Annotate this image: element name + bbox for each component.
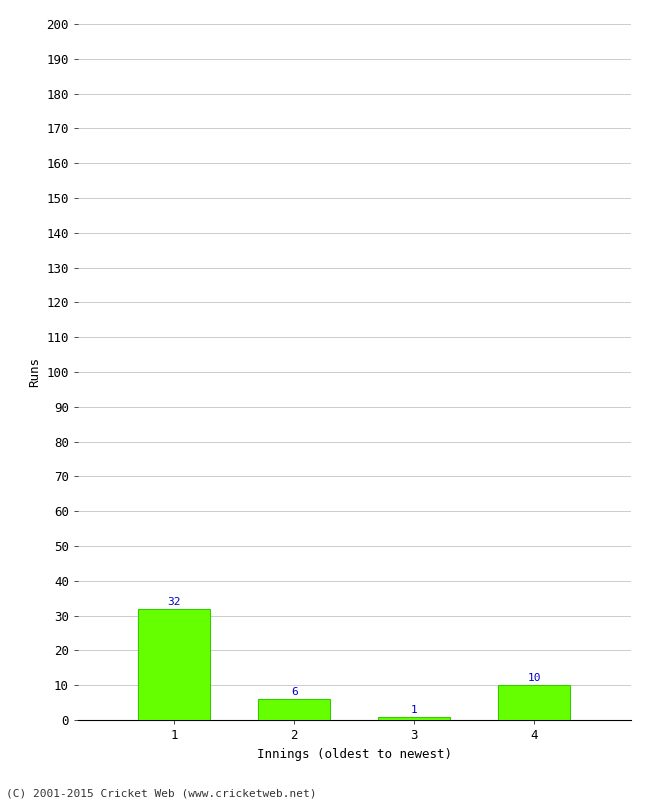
Text: (C) 2001-2015 Cricket Web (www.cricketweb.net): (C) 2001-2015 Cricket Web (www.cricketwe… <box>6 788 317 798</box>
Text: 10: 10 <box>528 674 541 683</box>
Bar <box>138 609 210 720</box>
Bar <box>499 685 571 720</box>
Text: 1: 1 <box>411 705 418 714</box>
X-axis label: Innings (oldest to newest): Innings (oldest to newest) <box>257 747 452 761</box>
Text: 6: 6 <box>291 687 298 698</box>
Y-axis label: Runs: Runs <box>28 357 41 387</box>
Bar <box>258 699 330 720</box>
Bar <box>378 717 450 720</box>
Text: 32: 32 <box>167 597 181 607</box>
